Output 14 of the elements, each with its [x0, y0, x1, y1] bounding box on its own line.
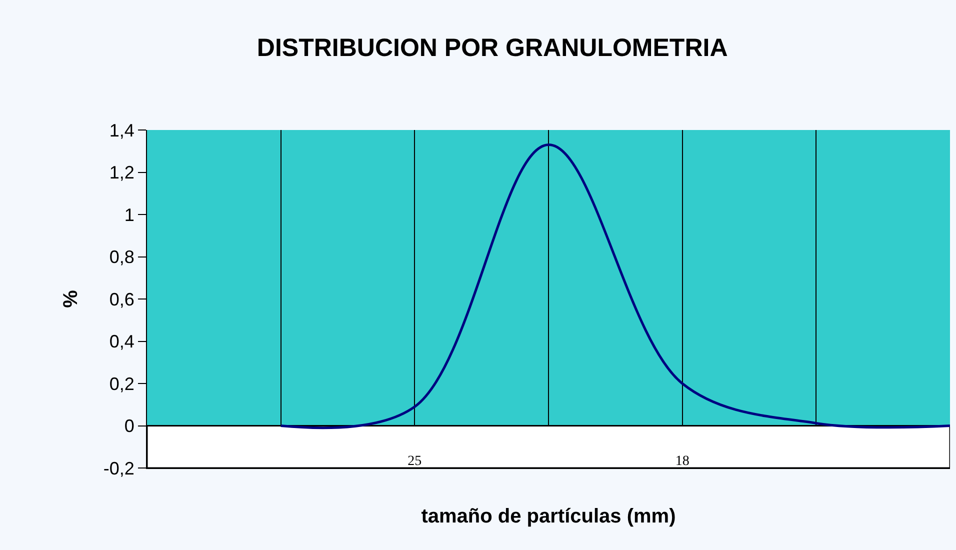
y-tick-label: 0,6	[109, 289, 134, 310]
x-axis-title: tamaño de partículas (mm)	[421, 506, 676, 528]
chart-title: DISTRIBUCION POR GRANULOMETRIA	[256, 34, 728, 62]
y-tick-label: 0,2	[109, 374, 134, 394]
y-axis-title: %	[60, 290, 82, 308]
x-tick-label: 18	[675, 454, 690, 469]
x-tick-label: 25	[408, 454, 422, 469]
y-tick-label: 1,4	[109, 120, 134, 140]
y-tick-label: 0,8	[109, 247, 134, 268]
y-tick-label: 1	[124, 204, 134, 225]
y-tick-label: -0,2	[103, 458, 134, 478]
y-tick-label: 0,4	[109, 332, 134, 352]
y-tick-label: 1,2	[109, 162, 134, 183]
y-tick-label: 0	[124, 416, 134, 436]
